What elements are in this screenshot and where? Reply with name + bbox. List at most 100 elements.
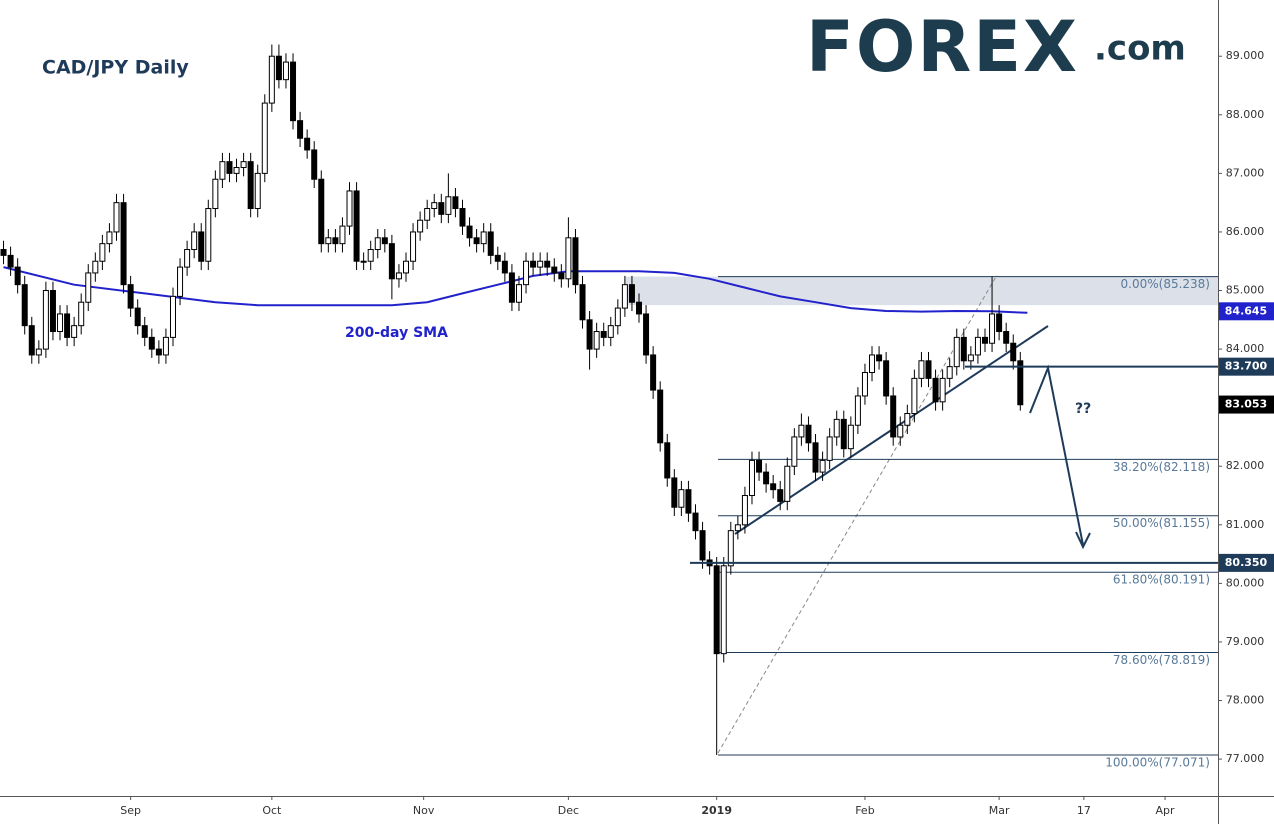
candle-body xyxy=(911,377,918,415)
candle-body xyxy=(198,231,205,262)
candle-body xyxy=(805,424,812,444)
y-tick-label: 89.000 xyxy=(1226,49,1265,62)
candle-body xyxy=(777,489,784,502)
candle-body xyxy=(127,284,134,309)
candle-body xyxy=(240,161,247,169)
y-tick-label: 86.000 xyxy=(1226,225,1265,238)
y-tick-label: 84.000 xyxy=(1226,342,1265,355)
annotation: ?? xyxy=(1075,401,1091,417)
candle-body xyxy=(14,266,21,286)
candle-body xyxy=(332,237,339,245)
y-tick-label: 85.000 xyxy=(1226,284,1265,297)
candle-body xyxy=(78,301,85,327)
candle-body xyxy=(169,295,176,338)
candle-body xyxy=(854,395,861,426)
candle-body xyxy=(226,161,233,174)
candle-body xyxy=(607,325,614,338)
candle-body xyxy=(565,237,572,280)
x-tick-label: 17 xyxy=(1077,804,1091,817)
candle-body xyxy=(282,61,289,81)
candle-body xyxy=(339,225,346,245)
candle-body xyxy=(791,436,798,467)
candle-body xyxy=(99,243,106,262)
candle-body xyxy=(939,377,946,403)
candle-body xyxy=(544,260,551,268)
candle-body xyxy=(600,331,607,338)
candle-body xyxy=(85,272,92,303)
candle-body xyxy=(685,489,692,514)
candle-body xyxy=(593,331,600,350)
candle-body xyxy=(395,272,402,280)
candle-body xyxy=(819,459,826,473)
candle-body xyxy=(459,208,466,227)
candle-body xyxy=(480,231,487,245)
candle-body xyxy=(650,354,657,391)
candle-body xyxy=(558,272,565,280)
candle-body xyxy=(692,512,699,532)
candle-body xyxy=(572,237,579,286)
candle-body xyxy=(869,354,876,374)
candle-body xyxy=(275,55,282,81)
candle-body xyxy=(967,354,974,362)
candle-body xyxy=(360,260,367,263)
candle-body xyxy=(664,442,671,479)
x-tick-label: Apr xyxy=(1156,804,1176,817)
candle-body xyxy=(657,389,664,444)
candle-body xyxy=(374,237,381,251)
x-tick-label: Oct xyxy=(262,804,282,817)
price-tag xyxy=(1219,302,1274,321)
candle-body xyxy=(798,424,805,438)
y-tick-label: 79.000 xyxy=(1226,635,1265,648)
candle-body xyxy=(381,237,388,245)
candle-body xyxy=(155,348,162,356)
candle-body xyxy=(487,231,494,256)
candle-body xyxy=(727,530,734,567)
candle-body xyxy=(290,61,297,122)
candle-body xyxy=(120,202,127,286)
fib-label: 61.80%(80.191) xyxy=(1113,573,1210,587)
candle-body xyxy=(826,436,833,461)
x-tick-label: 2019 xyxy=(701,804,732,817)
candle-body xyxy=(162,336,169,356)
x-tick-label: Sep xyxy=(120,804,141,817)
fib-label: 38.20%(82.118) xyxy=(1113,460,1210,474)
candle-body xyxy=(734,524,741,532)
candle-body xyxy=(212,178,219,210)
candle-body xyxy=(636,301,643,315)
fib-label: 0.00%(85.238) xyxy=(1121,277,1210,291)
candle-body xyxy=(501,260,508,274)
candle-body xyxy=(763,471,770,485)
y-tick-label: 88.000 xyxy=(1226,108,1265,121)
candle-body xyxy=(537,260,544,268)
candle-body xyxy=(403,260,409,274)
candle-body xyxy=(551,266,558,274)
candle-body xyxy=(756,459,763,473)
candle-body xyxy=(847,424,854,450)
candle-body xyxy=(247,161,254,210)
candle-body xyxy=(897,424,904,438)
candle-body xyxy=(28,325,35,356)
candle-body xyxy=(134,307,141,327)
candle-body xyxy=(741,495,748,526)
candle-body xyxy=(318,178,325,245)
candle-body xyxy=(784,465,791,502)
candle-body xyxy=(325,237,332,245)
candle-body xyxy=(141,325,148,338)
candle-body xyxy=(148,336,155,350)
candle-body xyxy=(494,254,501,262)
candle-body xyxy=(953,336,960,368)
candle-body xyxy=(388,243,395,280)
candle-body xyxy=(42,290,49,350)
candle-body xyxy=(254,172,261,210)
candle-body xyxy=(960,336,967,362)
arrow-head xyxy=(1075,531,1091,550)
candle-body xyxy=(643,313,650,356)
candle-body xyxy=(49,290,56,333)
candle-body xyxy=(699,530,706,561)
candle-body xyxy=(177,266,184,297)
candle-body xyxy=(219,161,226,180)
candle-body xyxy=(113,202,120,233)
candle-body xyxy=(445,196,452,215)
candle-body xyxy=(996,313,1003,333)
candle-body xyxy=(989,313,996,344)
